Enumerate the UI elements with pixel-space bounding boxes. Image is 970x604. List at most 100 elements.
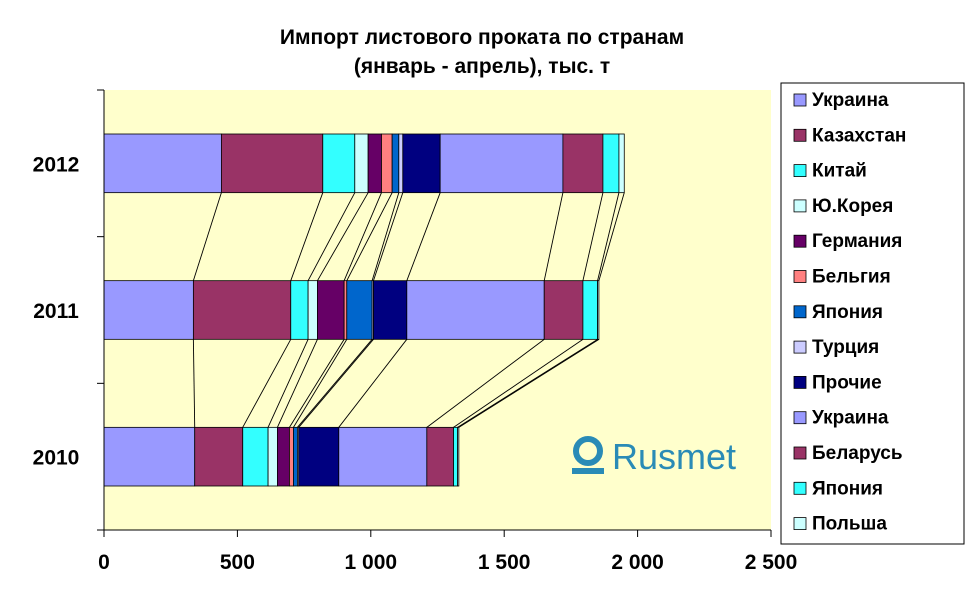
- bar-segment-2011-3: [290, 280, 309, 340]
- series-line: [582, 192, 604, 281]
- bar-segment-2012-8: [398, 133, 404, 194]
- legend-swatch-12: [793, 481, 807, 495]
- category-label-2012: 2012: [33, 153, 80, 176]
- rusmet-logo-base: [572, 468, 604, 474]
- chart-title-line-1: Импорт листового проката по странам: [280, 26, 684, 49]
- series-line: [426, 338, 545, 428]
- series-line: [289, 339, 345, 428]
- legend-label-1: Украина: [812, 90, 889, 111]
- bar-segment-2012-7: [391, 133, 400, 194]
- bar-segment-2012-6: [381, 133, 393, 194]
- legend-swatch-2: [793, 128, 807, 142]
- bar-segment-2010-10: [338, 426, 428, 487]
- x-tick-label: 1 500: [478, 551, 531, 574]
- series-line: [192, 192, 222, 281]
- legend-box: [780, 82, 965, 545]
- bar-segment-2010-11: [426, 426, 454, 487]
- bar-segment-2010-12: [453, 426, 458, 487]
- legend-label-10: Украина: [812, 408, 889, 429]
- bar-segment-2010-1: [103, 426, 196, 487]
- legend-label-9: Прочие: [812, 372, 882, 393]
- legend-swatch-3: [793, 164, 807, 178]
- bar-segment-2012-9: [402, 133, 441, 194]
- bar-segment-2010-6: [289, 426, 294, 487]
- x-tick-label: 0: [98, 551, 110, 574]
- bar-segment-2012-13: [618, 133, 625, 194]
- bar-segment-2011-10: [406, 280, 545, 340]
- rusmet-logo: Rusmet: [572, 436, 736, 477]
- series-line: [458, 338, 600, 428]
- series-line: [597, 192, 620, 281]
- legend-swatch-13: [793, 517, 807, 530]
- legend-swatch-7: [793, 305, 807, 319]
- bar-segment-2011-5: [317, 280, 345, 340]
- legend-swatch-10: [793, 411, 807, 425]
- bar-segment-2012-2: [220, 133, 324, 194]
- bar-segment-2012-12: [602, 133, 620, 194]
- series-line: [598, 192, 625, 281]
- legend: Украина Казахстан Китай Ю.Корея Германия Бель…: [793, 90, 906, 535]
- bar-segment-2010-3: [242, 426, 269, 487]
- category-labels: 2012 2011 2010: [33, 153, 80, 469]
- series-line: [371, 192, 400, 281]
- bar-segment-2011-9: [373, 280, 408, 340]
- rusmet-logo-icon: [573, 436, 603, 466]
- legend-swatch-11: [793, 446, 807, 460]
- series-line: [406, 192, 441, 281]
- bar-segment-2010-5: [277, 426, 290, 487]
- series-line: [457, 338, 598, 428]
- series-line: [346, 192, 393, 281]
- series-line: [453, 338, 584, 428]
- x-tick-label: 1 000: [345, 551, 398, 574]
- bar-segment-2010-2: [194, 426, 244, 487]
- legend-label-11: Беларусь: [812, 443, 903, 464]
- legend-label-7: Япония: [812, 302, 883, 323]
- legend-swatch-8: [793, 340, 807, 354]
- series-line: [277, 339, 318, 428]
- legend-label-6: Бельгия: [812, 267, 891, 288]
- x-tick-label: 2 500: [745, 551, 798, 574]
- bar-segment-2012-5: [367, 133, 382, 194]
- bar-segment-2011-2: [192, 280, 292, 340]
- bar-segment-2010-7: [293, 426, 298, 487]
- series-line: [338, 339, 408, 428]
- legend-swatch-5: [793, 234, 807, 248]
- chart-title-line-2: (январь - апрель), тыс. т: [354, 55, 610, 78]
- series-line: [373, 192, 404, 281]
- category-label-2011: 2011: [33, 300, 79, 323]
- legend-label-13: Польша: [812, 514, 887, 535]
- legend-swatch-4: [793, 199, 807, 213]
- series-line: [298, 339, 374, 428]
- bar-segment-2010-4: [267, 426, 278, 487]
- bar-segment-2012-3: [322, 133, 356, 194]
- bar-segment-2011-13: [597, 280, 600, 340]
- bar-segment-2011-4: [307, 280, 318, 340]
- series-line: [297, 339, 373, 428]
- series-line: [307, 192, 356, 281]
- legend-label-12: Япония: [812, 478, 883, 499]
- series-line: [317, 192, 369, 281]
- series-line: [543, 192, 564, 281]
- bar-segment-2012-10: [439, 133, 564, 194]
- x-axis-ticks: 0 500 1 000 1 500 2 000 2 500: [98, 530, 797, 574]
- series-line: [267, 339, 309, 428]
- category-label-2010: 2010: [33, 447, 80, 470]
- series-line: [192, 339, 196, 428]
- series-lines: [192, 192, 625, 428]
- bar-segment-2011-6: [343, 280, 348, 340]
- watermark-text: Rusmet: [612, 436, 736, 477]
- bar-segment-2012-4: [354, 133, 369, 194]
- y-axis-ticks: [97, 89, 104, 531]
- bar-segment-2010-13: [457, 426, 460, 487]
- legend-swatch-1: [793, 93, 807, 107]
- series-line: [343, 192, 382, 281]
- bar-segment-2011-1: [103, 280, 194, 340]
- legend-label-5: Германия: [812, 231, 902, 252]
- bar-segment-2010-9: [298, 426, 340, 487]
- x-tick-label: 2 000: [611, 551, 664, 574]
- bar-segment-2012-1: [103, 133, 222, 194]
- legend-label-8: Турция: [812, 337, 879, 358]
- x-tick-label: 500: [220, 551, 255, 574]
- legend-swatch-9: [793, 375, 807, 389]
